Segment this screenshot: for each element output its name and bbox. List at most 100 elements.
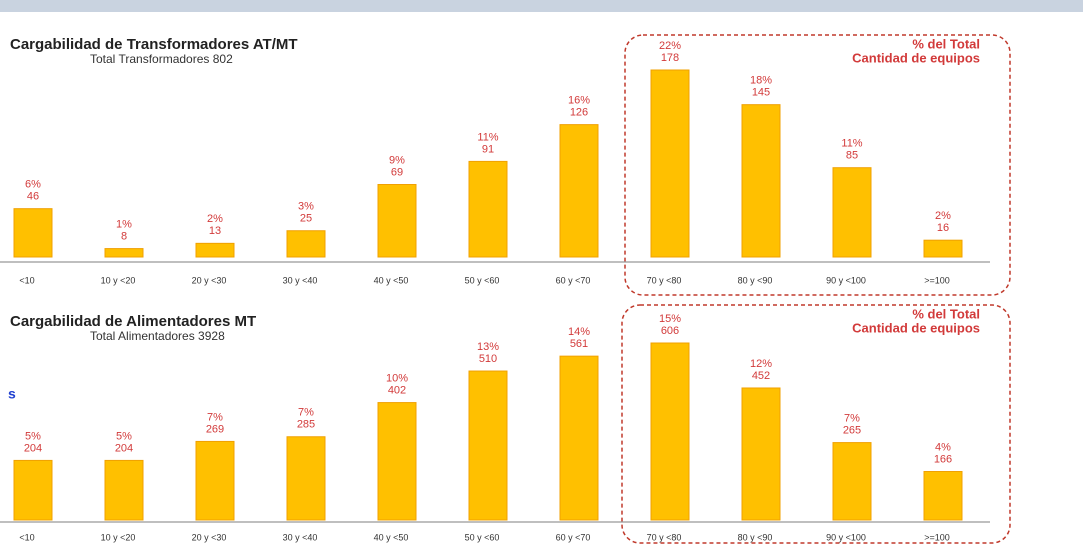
bar bbox=[195, 242, 235, 258]
bar bbox=[741, 104, 781, 258]
bar bbox=[377, 184, 417, 258]
percent-label: 14% bbox=[568, 326, 590, 338]
percent-label: 5% bbox=[25, 430, 41, 442]
percent-label: 1% bbox=[116, 219, 132, 231]
bar bbox=[377, 402, 417, 521]
value-label: 166 bbox=[934, 453, 952, 465]
chart-title: Cargabilidad de Alimentadores MT bbox=[10, 313, 256, 330]
x-tick-label: 30 y <40 bbox=[283, 275, 318, 285]
value-label: 178 bbox=[661, 52, 679, 64]
bar bbox=[559, 124, 599, 258]
percent-label: 18% bbox=[750, 75, 772, 87]
x-tick-label: 20 y <30 bbox=[192, 532, 227, 542]
value-label: 145 bbox=[752, 87, 770, 99]
x-tick-label: 60 y <70 bbox=[556, 532, 591, 542]
x-tick-label: 90 y <100 bbox=[826, 532, 866, 542]
x-tick-label: 50 y <60 bbox=[465, 532, 500, 542]
bar bbox=[468, 370, 508, 521]
bar bbox=[104, 459, 144, 521]
annotation: % del Total bbox=[912, 36, 980, 51]
value-label: 265 bbox=[843, 425, 861, 437]
annotation: Cantidad de equipos bbox=[852, 320, 980, 335]
percent-label: 3% bbox=[298, 201, 314, 213]
bar bbox=[286, 230, 326, 258]
bar bbox=[923, 239, 963, 258]
x-tick-label: >=100 bbox=[924, 532, 950, 542]
chart-subtitle: Total Transformadores 802 bbox=[90, 52, 233, 66]
bar bbox=[104, 248, 144, 258]
value-label: 561 bbox=[570, 338, 588, 350]
percent-label: 11% bbox=[477, 131, 498, 143]
value-label: 126 bbox=[570, 107, 588, 119]
x-tick-label: 20 y <30 bbox=[192, 275, 227, 285]
x-tick-label: <10 bbox=[19, 275, 34, 285]
value-label: 13 bbox=[209, 225, 221, 237]
x-tick-label: 10 y <20 bbox=[101, 275, 136, 285]
percent-label: 11% bbox=[841, 138, 862, 150]
percent-label: 5% bbox=[116, 430, 132, 442]
value-label: 510 bbox=[479, 353, 497, 365]
x-tick-label: 80 y <90 bbox=[738, 532, 773, 542]
percent-label: 7% bbox=[844, 413, 860, 425]
percent-label: 4% bbox=[935, 441, 951, 453]
value-label: 204 bbox=[115, 442, 133, 454]
percent-label: 2% bbox=[207, 213, 223, 225]
value-label: 285 bbox=[297, 419, 315, 431]
chart-subtitle: Total Alimentadores 3928 bbox=[90, 329, 225, 343]
percent-label: 2% bbox=[935, 210, 951, 222]
percent-label: 13% bbox=[477, 341, 499, 353]
x-tick-label: 90 y <100 bbox=[826, 275, 866, 285]
value-label: 269 bbox=[206, 423, 224, 435]
bar bbox=[286, 436, 326, 521]
value-label: 402 bbox=[388, 384, 406, 396]
bar bbox=[13, 459, 53, 521]
bar bbox=[468, 160, 508, 258]
bar bbox=[650, 69, 690, 258]
percent-label: 7% bbox=[298, 407, 314, 419]
bar bbox=[832, 167, 872, 258]
x-tick-label: 30 y <40 bbox=[283, 532, 318, 542]
percent-label: 22% bbox=[659, 40, 681, 52]
x-tick-label: 60 y <70 bbox=[556, 275, 591, 285]
percent-label: 6% bbox=[25, 179, 41, 191]
value-label: 69 bbox=[391, 166, 403, 178]
annotation: % del Total bbox=[912, 306, 980, 321]
value-label: 46 bbox=[27, 191, 39, 203]
value-label: 85 bbox=[846, 150, 858, 162]
annotation: Cantidad de equipos bbox=[852, 50, 980, 65]
x-tick-label: 80 y <90 bbox=[738, 275, 773, 285]
value-label: 91 bbox=[482, 143, 494, 155]
side-text: s bbox=[8, 386, 16, 402]
x-tick-label: >=100 bbox=[924, 275, 950, 285]
x-tick-label: <10 bbox=[19, 532, 34, 542]
value-label: 606 bbox=[661, 325, 679, 337]
bar bbox=[559, 355, 599, 521]
value-label: 452 bbox=[752, 370, 770, 382]
bar bbox=[832, 442, 872, 521]
percent-label: 9% bbox=[389, 154, 405, 166]
bar bbox=[923, 471, 963, 521]
percent-label: 12% bbox=[750, 358, 772, 370]
bar bbox=[741, 387, 781, 521]
value-label: 204 bbox=[24, 442, 42, 454]
percent-label: 7% bbox=[207, 411, 223, 423]
x-tick-label: 70 y <80 bbox=[647, 275, 682, 285]
top-band bbox=[0, 0, 1083, 12]
x-tick-label: 40 y <50 bbox=[374, 275, 409, 285]
x-tick-label: 40 y <50 bbox=[374, 532, 409, 542]
value-label: 8 bbox=[121, 231, 127, 243]
x-tick-label: 70 y <80 bbox=[647, 532, 682, 542]
chart-title: Cargabilidad de Transformadores AT/MT bbox=[10, 36, 298, 53]
bar bbox=[13, 208, 53, 258]
value-label: 25 bbox=[300, 213, 312, 225]
bar bbox=[195, 440, 235, 521]
percent-label: 15% bbox=[659, 313, 681, 325]
percent-label: 16% bbox=[568, 95, 590, 107]
value-label: 16 bbox=[937, 222, 949, 234]
x-tick-label: 50 y <60 bbox=[465, 275, 500, 285]
percent-label: 10% bbox=[386, 372, 408, 384]
highlight-box bbox=[621, 304, 1011, 544]
x-tick-label: 10 y <20 bbox=[101, 532, 136, 542]
bar bbox=[650, 342, 690, 521]
